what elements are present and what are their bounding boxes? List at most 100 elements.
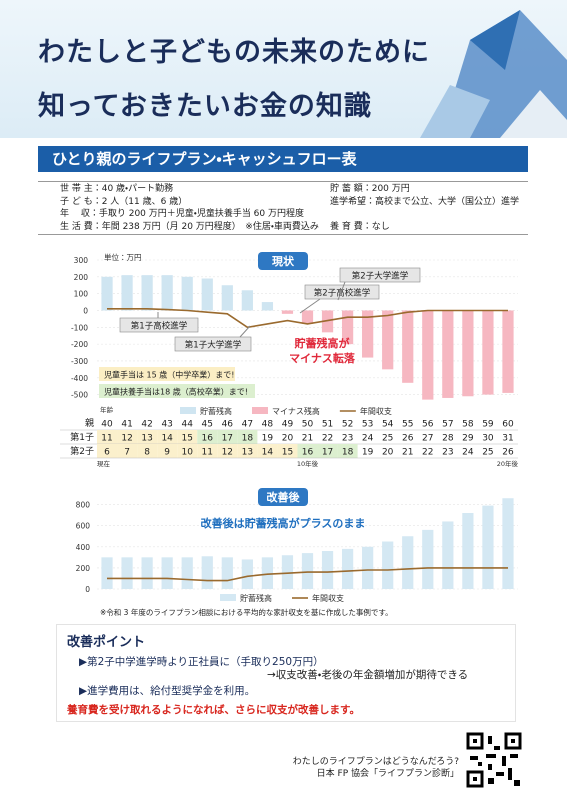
age-cell: 22: [322, 434, 333, 444]
y-tick-label: -500: [71, 391, 88, 400]
bar: [181, 276, 193, 311]
legend-label: 貯蓄残高: [240, 593, 272, 603]
age-cell: 12: [121, 434, 132, 444]
bar: [362, 310, 374, 358]
improvement-item: →収支改善・老後の年金額増加が期待できる: [267, 669, 469, 681]
chart-subtitle: 改善後は貯蓄残高がプラスのまま: [201, 516, 366, 530]
age-note: 10年後: [297, 459, 319, 468]
age-cell: 19: [362, 448, 374, 458]
annotation-arrow: [299, 298, 321, 314]
bar: [241, 290, 253, 311]
bar: [442, 521, 454, 589]
profile: 世 帯 主：40 歳・パート勤務 子 ど も：2 人（11 歳、6 歳） 年 収…: [38, 181, 528, 235]
age-cell: 11: [101, 434, 112, 444]
bar: [482, 310, 494, 395]
bar: [462, 310, 474, 397]
age-cell: 59: [482, 420, 494, 430]
annotation-box: [99, 367, 235, 381]
age-cell: 24: [462, 448, 474, 458]
bar: [261, 557, 274, 589]
age-cell: 11: [202, 448, 213, 458]
bar: [502, 498, 514, 589]
bar: [101, 557, 113, 589]
row-label: 親: [85, 418, 94, 429]
bar: [301, 310, 314, 324]
bar: [482, 505, 494, 589]
bar: [141, 275, 153, 311]
annotation: 児童扶養手当は18 歳（高校卒業）まで!: [104, 387, 248, 397]
age-cell: 13: [141, 434, 152, 444]
bar: [442, 310, 454, 398]
y-tick-label: 0: [83, 306, 88, 315]
profile-item: 年 収：手取り 200 万円＋児童・児童扶養手当 60 万円程度: [60, 209, 304, 219]
legend-swatch: [180, 407, 196, 414]
chart-tag-bg: [258, 252, 308, 270]
age-cell: 15: [282, 448, 293, 458]
age-note: 現在: [97, 459, 111, 468]
bar: [301, 553, 314, 589]
age-cell: 45: [202, 420, 213, 430]
cell-bg: [337, 444, 358, 458]
age-cell: 25: [382, 434, 393, 444]
title-line: 知っておきたいお金の知識: [38, 91, 372, 122]
line-series: [107, 308, 508, 329]
bar: [321, 551, 334, 589]
bar: [462, 513, 474, 589]
header-art: [420, 10, 567, 138]
cell-bg: [237, 444, 258, 458]
bar: [101, 276, 113, 311]
age-cell: 12: [222, 448, 233, 458]
cell-bg: [97, 430, 118, 444]
bar: [321, 310, 334, 333]
qr-code[interactable]: [466, 732, 522, 788]
profile-item: 貯 蓄 額：200 万円: [330, 184, 410, 194]
age-cell: 40: [101, 420, 113, 430]
age-cell: 18: [342, 448, 354, 458]
age-cell: 49: [282, 420, 294, 430]
cell-bg: [217, 444, 238, 458]
y-tick-label: 300: [74, 256, 89, 265]
cell-bg: [177, 430, 198, 444]
cell-bg: [137, 444, 158, 458]
bar: [382, 310, 394, 370]
annotation-box: [119, 317, 199, 333]
age-cell: 55: [402, 420, 413, 430]
improvement-item: ▶第2子中学進学時より正社員に（手取り250万円）: [79, 656, 324, 668]
bar: [362, 546, 374, 589]
y-tick-label: -100: [71, 323, 88, 332]
age-cell: 48: [262, 420, 274, 430]
age-cell: 21: [302, 434, 313, 444]
age-cell: 57: [442, 420, 453, 430]
improvement-emphasis: 養育費を受け取れるようになれば、さらに収支が改善します。: [67, 704, 360, 716]
age-cell: 16: [202, 434, 214, 444]
legend-label: 年間収支: [360, 406, 392, 416]
age-cell: 13: [242, 448, 253, 458]
age-cell: 47: [242, 420, 253, 430]
age-cell: 20: [282, 434, 294, 444]
bar: [261, 302, 274, 311]
profile-item: 世 帯 主：40 歳・パート勤務: [60, 184, 174, 194]
bar: [341, 548, 354, 589]
table-header: 年齢: [100, 405, 114, 414]
y-tick-label: -300: [71, 357, 88, 366]
annotation-box: [339, 267, 421, 283]
age-cell: 17: [222, 434, 233, 444]
chart-tag-bg: [258, 488, 308, 506]
age-cell: 8: [144, 448, 150, 458]
bar: [221, 557, 233, 589]
cell-bg: [157, 444, 178, 458]
footer-line: わたしのライフプランはどうなんだろう?: [292, 757, 459, 767]
cell-bg: [177, 444, 198, 458]
age-cell: 41: [121, 420, 132, 430]
chart-tag: 改善後: [267, 490, 301, 504]
bar: [341, 310, 354, 345]
cell-bg: [277, 444, 298, 458]
legend-label: 年間収支: [312, 593, 344, 603]
age-cell: 53: [362, 420, 373, 430]
legend-label: マイナス残高: [272, 406, 320, 416]
section-title: ひとり親のライフプラン・キャッシュフロー表: [38, 146, 528, 172]
age-cell: 24: [362, 434, 374, 444]
bar: [161, 557, 173, 589]
age-cell: 46: [222, 420, 234, 430]
improvement-box: 改善ポイント ▶第2子中学進学時より正社員に（手取り250万円） →収支改善・老…: [56, 624, 516, 722]
